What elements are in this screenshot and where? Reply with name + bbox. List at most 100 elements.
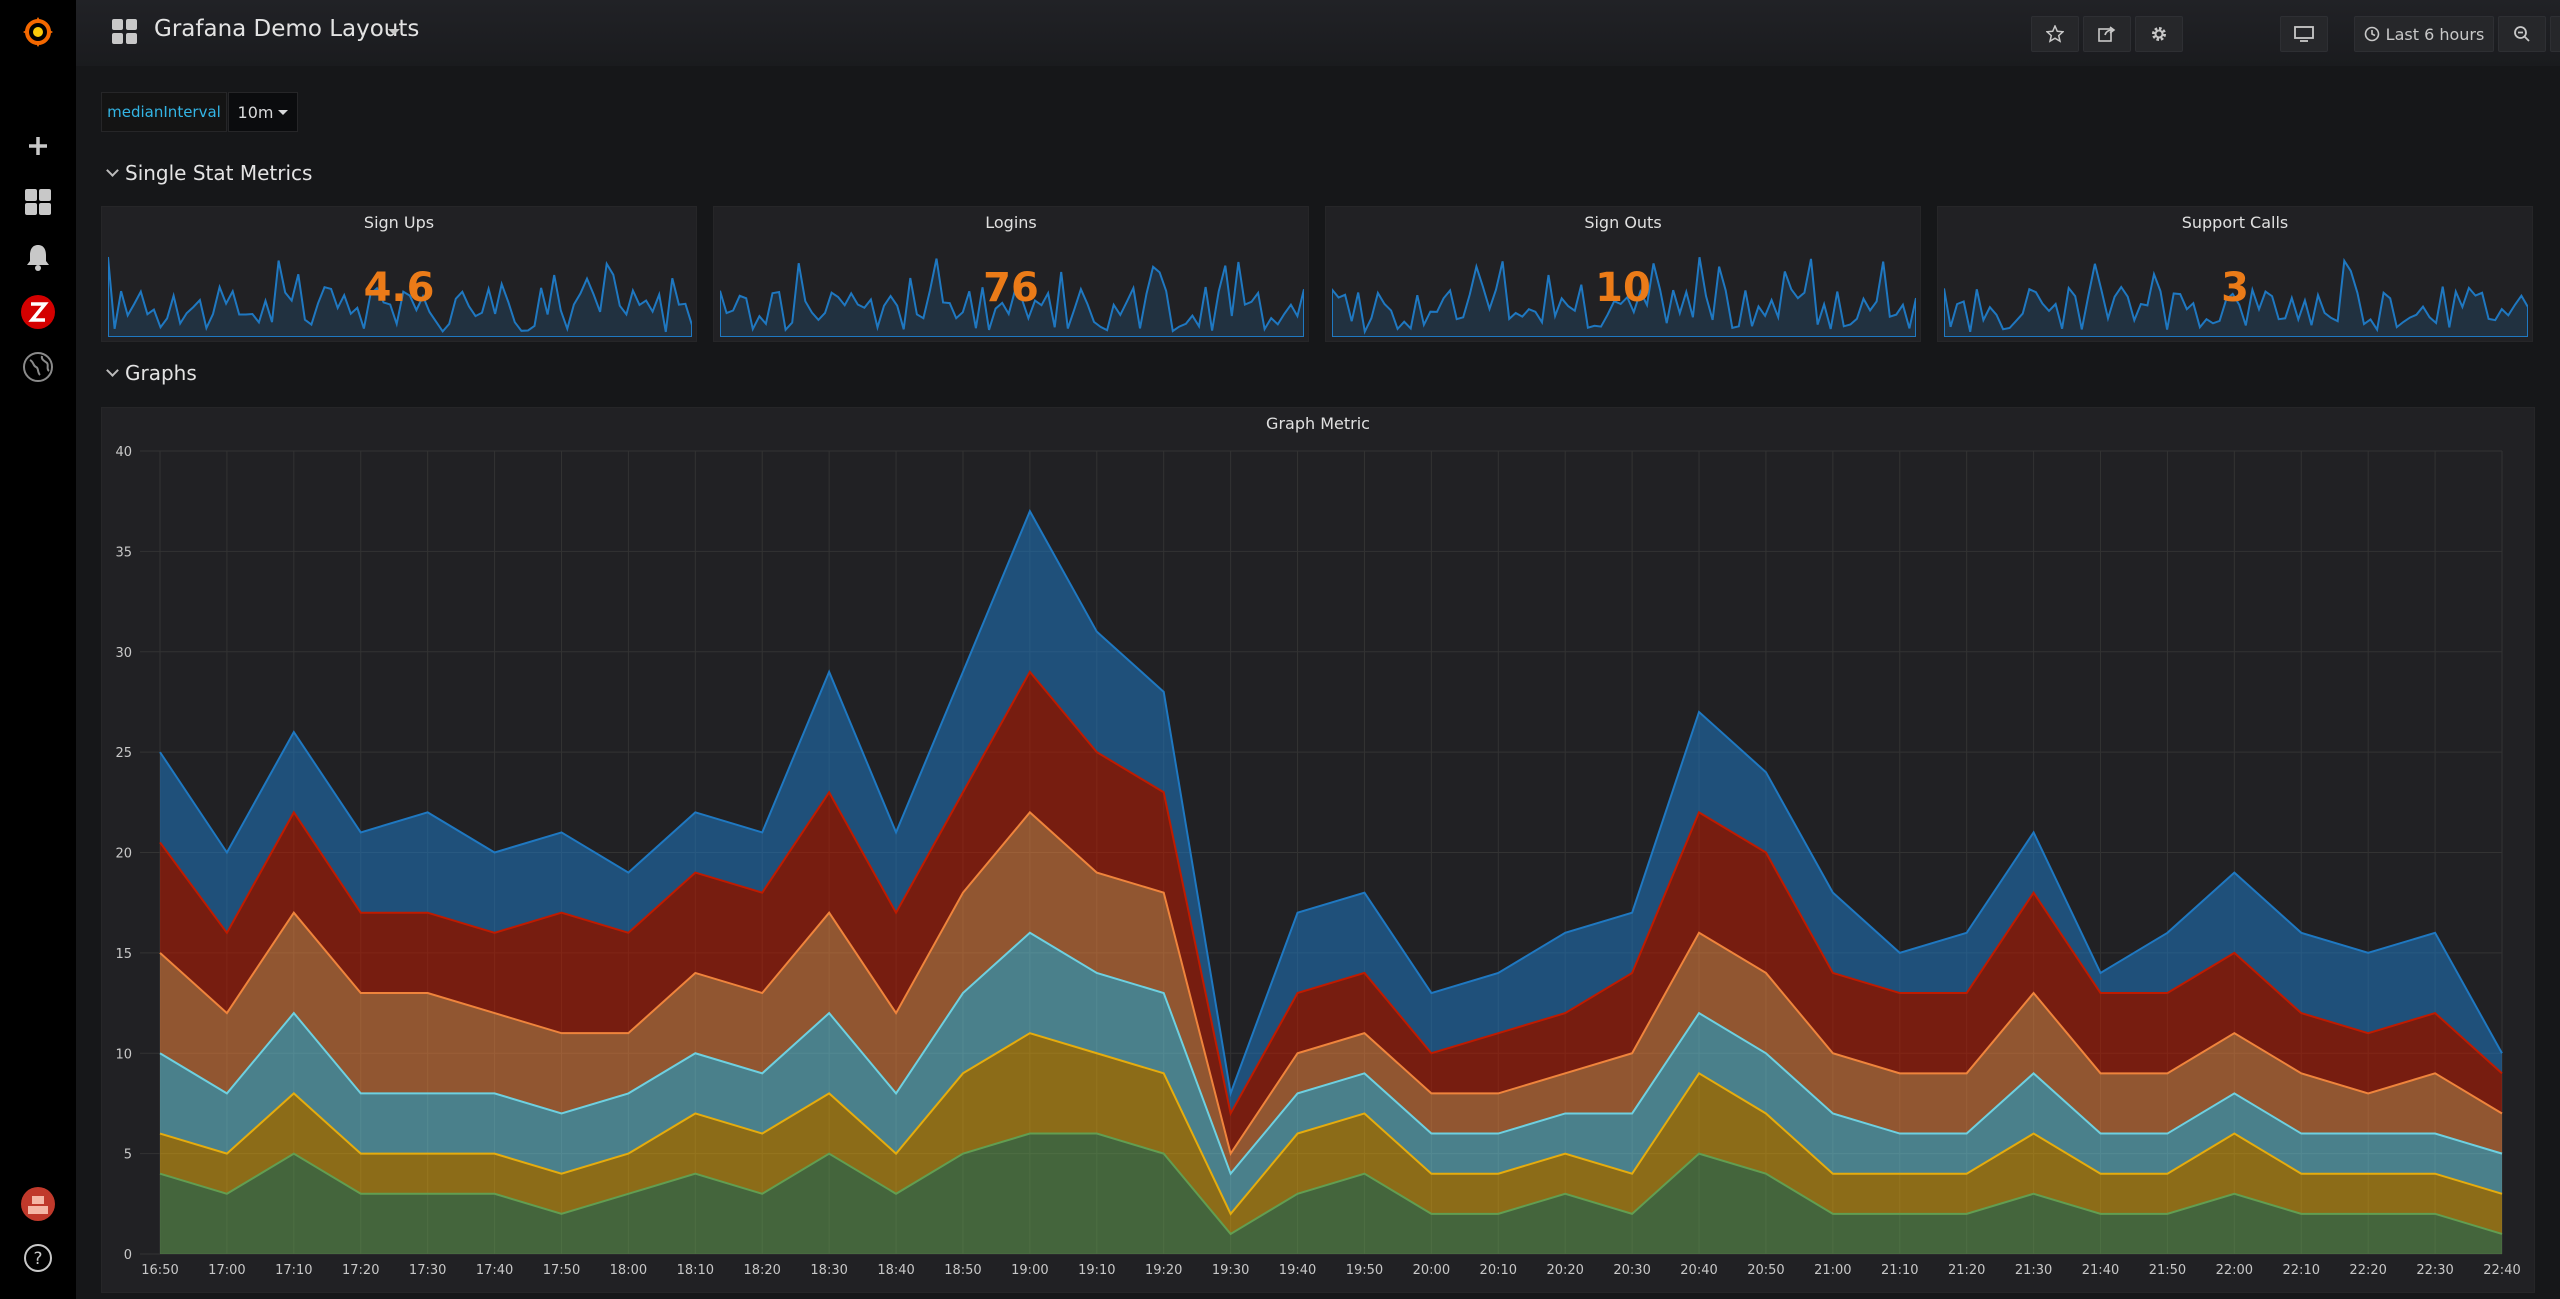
series-area: [160, 932, 2502, 1214]
tv-mode-button[interactable]: [2280, 16, 2328, 52]
series-area: [160, 812, 2502, 1174]
y-tick-label: 20: [115, 847, 132, 862]
series-area: [160, 671, 2502, 1154]
stat-title: Sign Ups: [363, 213, 435, 232]
variable-label-median-interval: medianInterval: [101, 92, 227, 132]
x-tick-label: 17:30: [409, 1263, 446, 1278]
x-tick-label: 18:50: [944, 1263, 981, 1278]
time-range-label: Last 6 hours: [2385, 24, 2485, 44]
globe-icon[interactable]: [18, 347, 58, 387]
plus-icon[interactable]: [18, 126, 58, 166]
bell-icon[interactable]: [18, 237, 58, 277]
zabbix-icon[interactable]: [18, 292, 58, 332]
x-tick-label: 19:50: [1346, 1263, 1383, 1278]
x-tick-label: 17:10: [275, 1263, 312, 1278]
y-tick-label: 5: [124, 1148, 132, 1163]
y-tick-label: 15: [115, 947, 132, 962]
x-tick-label: 18:00: [610, 1263, 647, 1278]
x-tick-label: 19:20: [1145, 1263, 1182, 1278]
x-tick-label: 19:40: [1279, 1263, 1316, 1278]
x-tick-label: 20:10: [1480, 1263, 1517, 1278]
sidebar: ?: [0, 0, 76, 1299]
settings-button[interactable]: [2135, 16, 2183, 52]
clock-icon: [2364, 26, 2379, 42]
dashboard-title[interactable]: Grafana Demo Layouts: [154, 16, 420, 42]
sparkline: [1332, 257, 1916, 337]
series-area: [160, 1133, 2502, 1254]
chevron-down-icon: [106, 364, 119, 377]
series-line: [159, 670, 2503, 1117]
graph-title: Graph Metric: [1266, 414, 1370, 433]
x-tick-label: 20:00: [1413, 1263, 1450, 1278]
variable-value: 10m: [237, 102, 274, 122]
star-button[interactable]: [2031, 16, 2079, 52]
y-tick-label: 35: [115, 545, 132, 560]
dashboard-navbar: Grafana Demo Layouts Last 6 hours: [76, 0, 2560, 66]
x-tick-label: 20:30: [1613, 1263, 1650, 1278]
tv-icon: [2294, 26, 2314, 42]
x-tick-label: 18:20: [743, 1263, 780, 1278]
zoom-out-button[interactable]: [2498, 16, 2546, 52]
x-tick-label: 18:30: [810, 1263, 847, 1278]
x-tick-label: 21:20: [1948, 1263, 1985, 1278]
series-area: [160, 511, 2502, 1114]
series-line: [159, 1032, 2503, 1216]
x-tick-label: 22:30: [2416, 1263, 2453, 1278]
stat-value: 10: [1595, 265, 1651, 311]
row-title-graphs: Graphs: [125, 361, 197, 385]
series-area: [160, 1033, 2502, 1234]
x-tick-label: 20:40: [1680, 1263, 1717, 1278]
stat-value: 4.6: [363, 265, 435, 311]
stat-title: Logins: [985, 213, 1037, 232]
grafana-logo-icon[interactable]: [18, 12, 58, 52]
x-tick-label: 21:00: [1814, 1263, 1851, 1278]
stat-panel-logins[interactable]: Logins 76: [713, 206, 1309, 342]
variable-select-median-interval[interactable]: 10m: [228, 92, 298, 132]
gear-icon: [2152, 27, 2166, 41]
x-tick-label: 17:20: [342, 1263, 379, 1278]
zoom-out-icon: [2514, 26, 2530, 42]
time-picker-button[interactable]: Last 6 hours: [2354, 16, 2494, 52]
svg-text:?: ?: [33, 1249, 42, 1269]
stat-value: 76: [983, 265, 1039, 311]
x-tick-label: 22:20: [2349, 1263, 2386, 1278]
stat-panel-sign-ups[interactable]: Sign Ups 4.6: [101, 206, 697, 342]
graph-panel[interactable]: Graph Metric 0 5 10 15 20 25 30 35 40 16:50 17:00 1…: [101, 407, 2535, 1293]
share-button[interactable]: [2083, 16, 2131, 52]
x-tick-label: 20:20: [1546, 1263, 1583, 1278]
x-tick-label: 20:50: [1747, 1263, 1784, 1278]
share-icon: [2098, 26, 2116, 42]
y-tick-label: 40: [115, 445, 132, 460]
stat-title: Sign Outs: [1584, 213, 1662, 232]
dashboards-icon[interactable]: [18, 182, 58, 222]
stat-value: 3: [2221, 265, 2249, 311]
stat-panel-support-calls[interactable]: Support Calls 3: [1937, 206, 2533, 342]
x-tick-label: 22:40: [2483, 1263, 2520, 1278]
chevron-down-icon: [106, 164, 119, 177]
x-tick-label: 19:30: [1212, 1263, 1249, 1278]
y-tick-label: 10: [115, 1047, 132, 1062]
y-tick-label: 30: [115, 646, 132, 661]
user-avatar-icon[interactable]: [18, 1184, 58, 1224]
x-tick-label: 17:40: [476, 1263, 513, 1278]
star-icon: [2046, 25, 2064, 43]
x-tick-label: 21:30: [2015, 1263, 2052, 1278]
refresh-button[interactable]: [2550, 16, 2560, 52]
x-tick-label: 16:50: [141, 1263, 178, 1278]
row-single-stat-metrics[interactable]: Single Stat Metrics: [106, 161, 312, 185]
y-tick-label: 0: [124, 1248, 132, 1263]
x-tick-label: 22:10: [2283, 1263, 2320, 1278]
row-graphs[interactable]: Graphs: [106, 361, 197, 385]
help-icon[interactable]: ?: [18, 1238, 58, 1278]
stat-panel-sign-outs[interactable]: Sign Outs 10: [1325, 206, 1921, 342]
x-tick-label: 21:40: [2082, 1263, 2119, 1278]
dashboard-picker-caret-icon[interactable]: [388, 29, 400, 35]
dashboard-grid-icon: [112, 19, 138, 49]
series-line: [159, 508, 2503, 1098]
series-line: [159, 931, 2503, 1176]
x-tick-label: 19:00: [1011, 1263, 1048, 1278]
x-tick-label: 22:00: [2216, 1263, 2253, 1278]
graph-canvas[interactable]: 0 5 10 15 20 25 30 35 40 16:50 17:00 17:10 17:20 17:3…: [102, 408, 2536, 1294]
sparkline: [720, 258, 1304, 337]
x-tick-label: 21:50: [2149, 1263, 2186, 1278]
